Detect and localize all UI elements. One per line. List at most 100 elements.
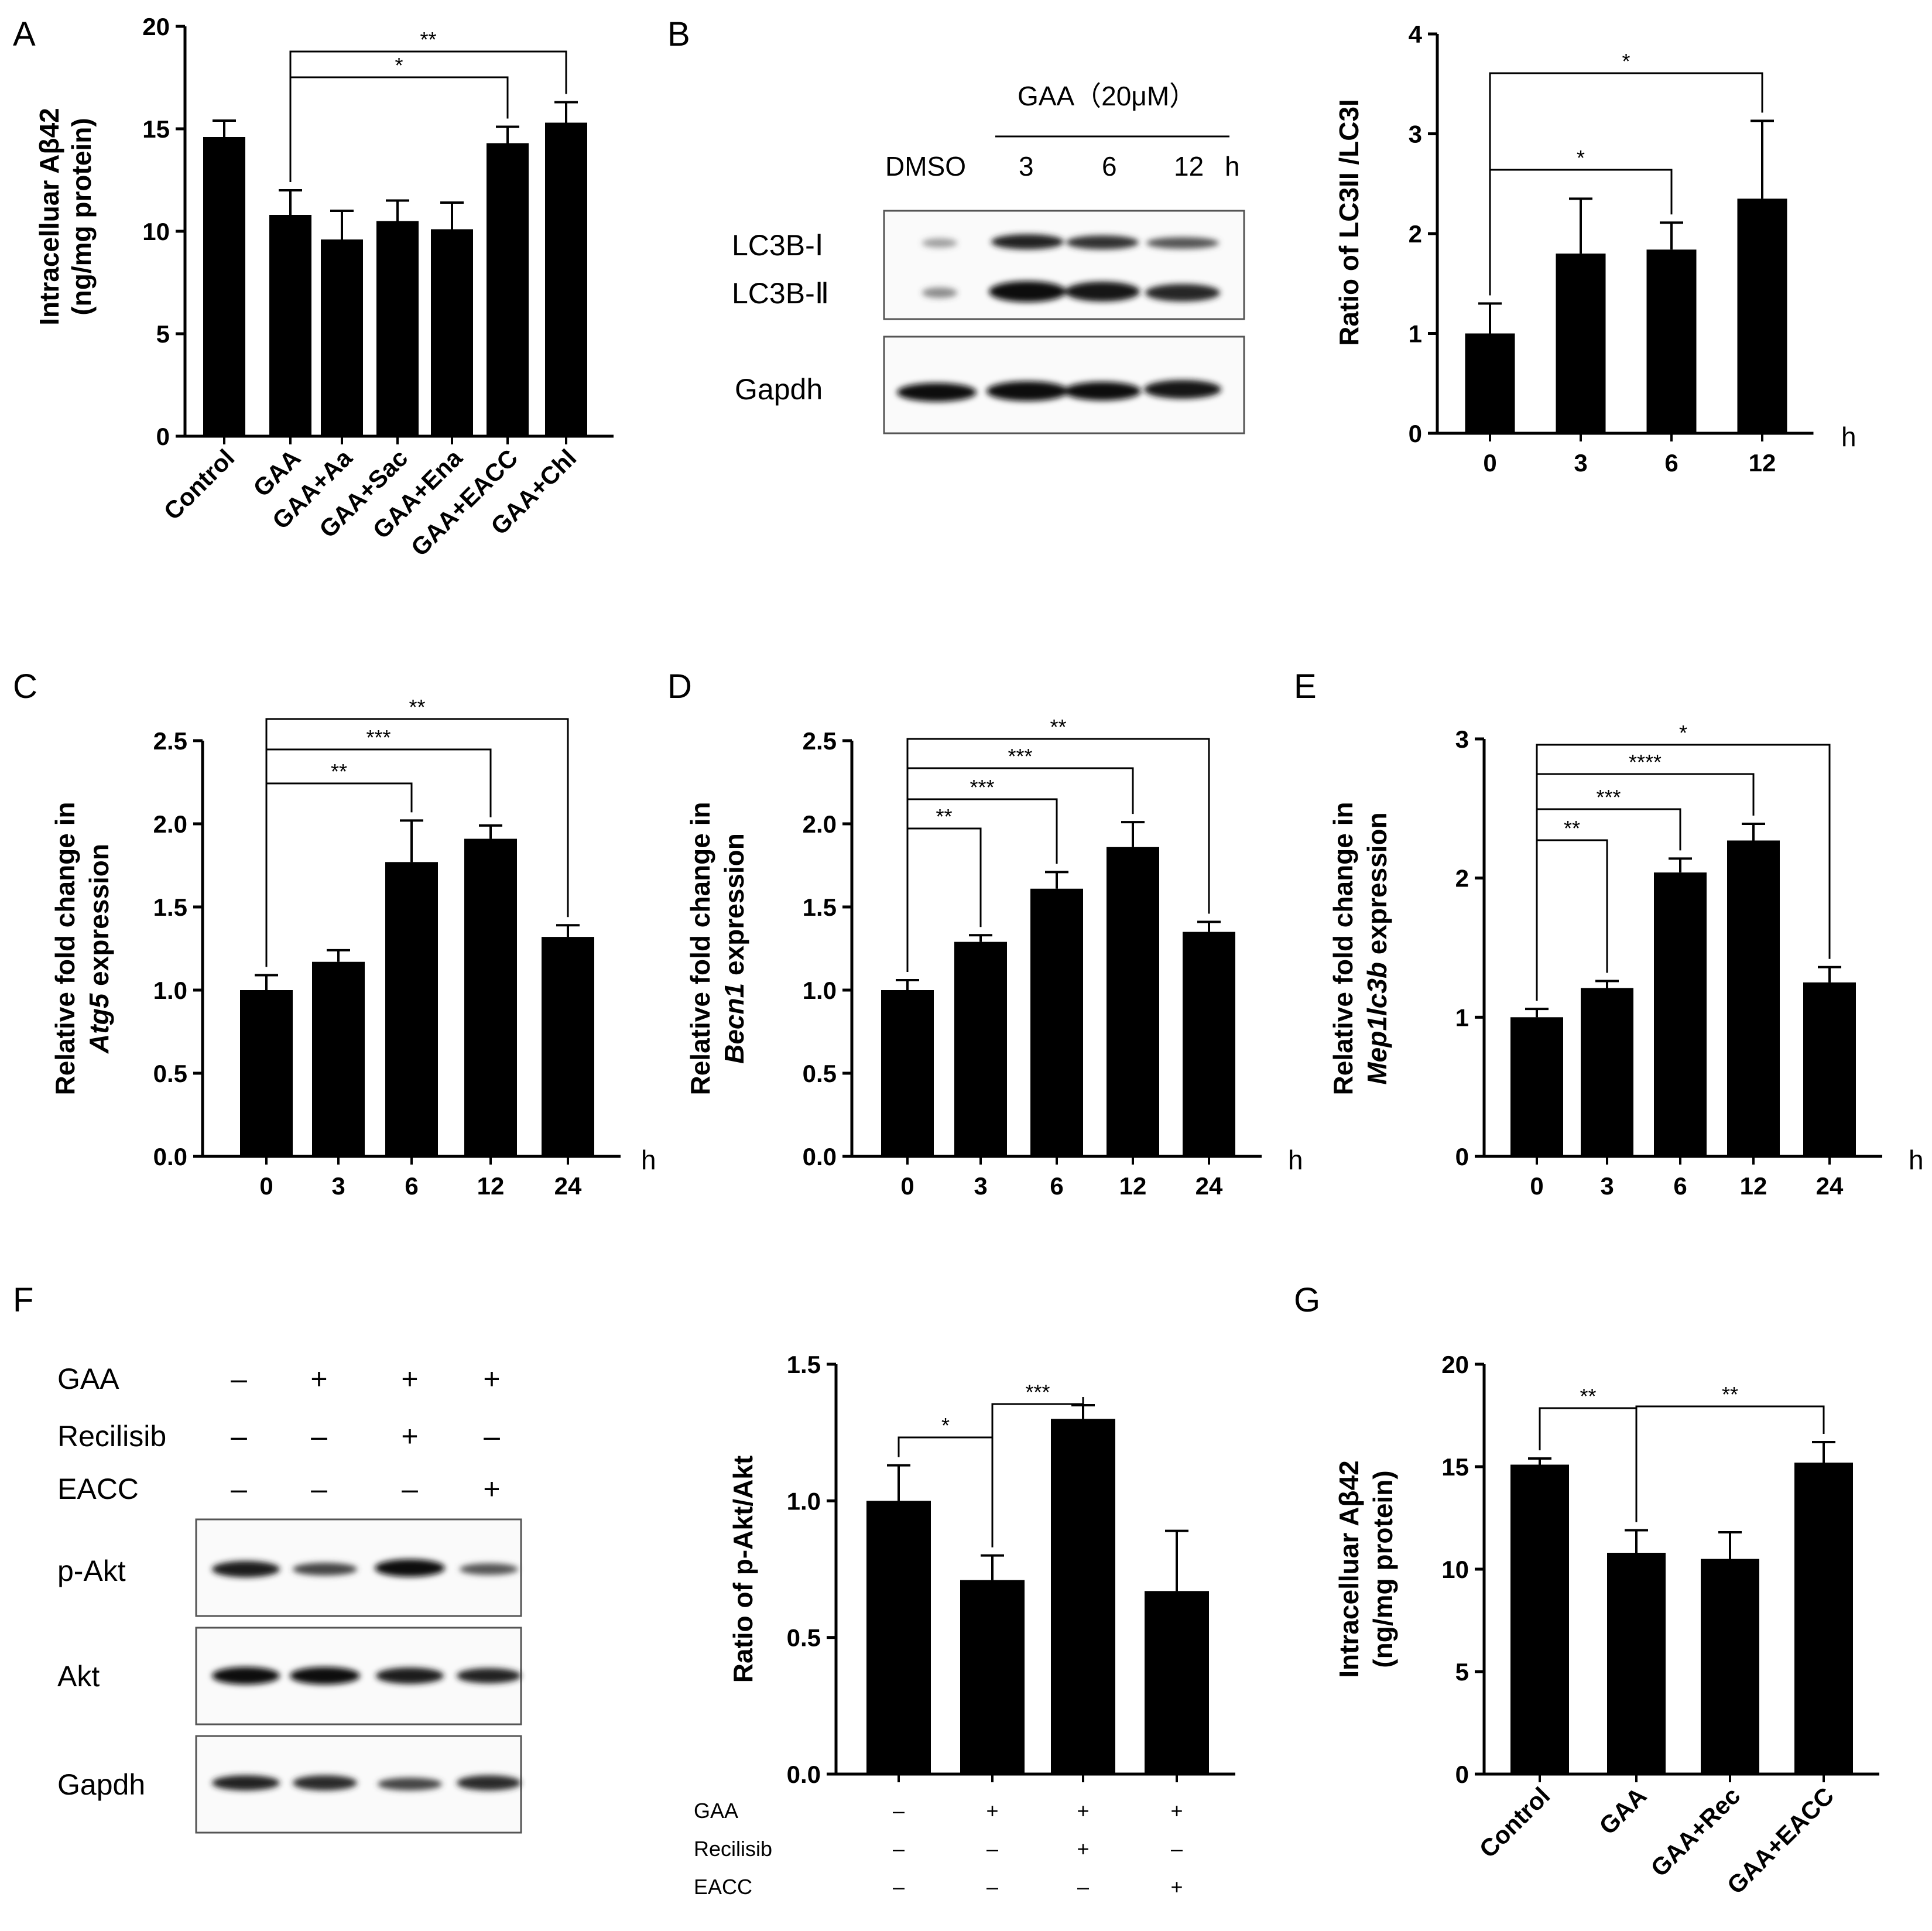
y-tick-label-d-2: 1.0 [803,977,837,1004]
significance-bracket-b-0 [1489,72,1763,296]
y-tick-label-b-3: 3 [1409,121,1422,148]
blot-b-lc3-membrane [883,210,1245,320]
significance-label-d-3: ** [936,804,952,828]
y-axis-label-g-1: (ng/mg protein) [1368,1470,1398,1668]
band-lc3b2-dmso [922,287,957,298]
blot-f-sign-gaa-1: – [231,1362,247,1395]
blot-b-lane-dmso: DMSO [885,151,966,182]
significance-label-b-0: * [1622,49,1630,73]
blot-f-cond-gaa: GAA [57,1362,119,1395]
significance-label-c-0: ** [409,695,425,719]
band-akt-1 [212,1667,280,1685]
y-axis-label-e-1: Mep1lc3b expression [1362,812,1392,1084]
panel-label-f: F [13,1281,33,1319]
bar-c-4 [542,937,594,1156]
y-tick-label-f-0: 0.0 [787,1761,821,1788]
bar-a-2 [321,239,363,436]
significance-label-b-1: * [1577,146,1585,170]
band-lc3b2-3h [989,281,1066,302]
significance-label-e-1: **** [1629,750,1662,774]
blot-f-cond-eacc: EACC [57,1473,139,1505]
blot-f-sign-gaa-4: + [483,1362,500,1395]
x-tick-label-d-4: 24 [1195,1172,1223,1200]
bar-b-1 [1556,254,1606,433]
y-axis-label-g-0: Intracelluar Aβ42 [1334,1460,1364,1678]
band-lc3b1-12h [1146,237,1219,249]
x-unit-d: h [1288,1145,1303,1175]
y-axis-label-a-1: (ng/mg protein) [66,118,97,315]
condition-sign-f-1-2: + [1077,1837,1089,1861]
y-tick-label-c-1: 0.5 [153,1060,187,1087]
y-tick-label-c-2: 1.0 [153,977,187,1004]
significance-bracket-a-1 [289,76,509,182]
band-pakt-3 [375,1559,445,1577]
bar-c-2 [385,862,438,1156]
significance-bracket-e-3 [1536,839,1608,1001]
significance-bracket-e-1 [1536,773,1755,1001]
blot-f-sign-eacc-4: + [483,1473,500,1505]
y-axis-label-a-0: Intracelluar Aβ42 [34,108,64,326]
band-lc3b1-6h [1066,235,1139,249]
bar-g-2 [1701,1559,1759,1774]
significance-bracket-f-1 [991,1397,1084,1547]
condition-label-f-1: Recilisib [694,1837,772,1861]
blot-b-lane-6: 6 [1102,151,1117,182]
y-tick-label-f-1: 0.5 [787,1624,821,1652]
bar-a-5 [487,143,529,436]
band-gapdh-f-1 [212,1775,280,1790]
band-gapdh-b-dmso [897,383,977,402]
panel-label-c: C [13,667,37,706]
y-axis-label-c-1: Atg5 expression [84,844,114,1054]
bar-b-2 [1646,249,1697,433]
panel-label-a: A [13,15,36,53]
x-tick-label-d-0: 0 [900,1172,914,1200]
band-lc3b1-dmso [922,238,957,248]
condition-label-f-0: GAA [694,1799,738,1823]
blot-b-unit: h [1225,151,1240,182]
band-lc3b2-12h [1145,284,1220,302]
band-pakt-4 [460,1563,518,1575]
condition-sign-f-2-0: – [893,1875,905,1899]
condition-sign-f-1-1: – [986,1837,998,1861]
y-tick-label-d-5: 2.5 [803,727,837,755]
x-tick-label-c-2: 6 [405,1172,418,1200]
bar-a-3 [376,221,419,436]
blot-f-row-akt: Akt [57,1660,100,1693]
x-tick-label-c-4: 24 [554,1172,582,1200]
bar-b-3 [1737,198,1787,433]
band-gapdh-b-6h [1064,382,1141,400]
x-unit-b: h [1841,422,1856,452]
condition-sign-f-0-3: + [1170,1799,1183,1823]
bar-a-1 [269,215,311,436]
bar-b-0 [1465,333,1515,433]
condition-sign-f-2-1: – [986,1875,998,1899]
y-tick-label-a-3: 15 [142,115,170,143]
chart-f: 0.0 0.5 1.0 1.5 Ratio of p-Akt/Akt GAA – + + + Rec… [694,1351,1235,1899]
blot-f-sign-gaa-3: + [401,1362,418,1395]
bar-e-0 [1510,1017,1563,1156]
y-tick-label-b-4: 4 [1409,20,1423,48]
bar-a-6 [545,122,587,436]
x-tick-label-c-3: 12 [477,1172,505,1200]
panel-label-g: G [1294,1281,1320,1319]
chart-c: 0.0 0.5 1.0 1.5 2.0 2.5 Relative fold change i… [50,695,656,1200]
bar-f-1 [960,1580,1025,1774]
y-tick-label-b-0: 0 [1409,420,1422,447]
condition-sign-f-2-3: + [1170,1875,1183,1899]
bar-d-1 [954,941,1007,1156]
band-lc3b1-3h [991,234,1064,249]
band-gapdh-f-2 [293,1775,357,1790]
y-axis-label-d-1: Becn1 expression [719,833,749,1064]
chart-a: 0 5 10 15 20 Intracelluar Aβ42 (ng/mg protein)… [34,13,614,562]
blot-f-sign-rec-3: + [401,1420,418,1453]
blot-f-sign-eacc-2: – [311,1473,327,1505]
blot-f-sign-gaa-2: + [310,1362,327,1395]
bar-g-3 [1794,1463,1853,1774]
y-axis-label-c-0: Relative fold change in [50,802,80,1095]
chart-d: 0.0 0.5 1.0 1.5 2.0 2.5 Relative fold change i… [685,715,1303,1200]
blot-f-sign-rec-4: – [484,1420,500,1453]
y-tick-label-e-0: 0 [1455,1143,1469,1170]
y-axis-label-d-0: Relative fold change in [685,802,715,1095]
